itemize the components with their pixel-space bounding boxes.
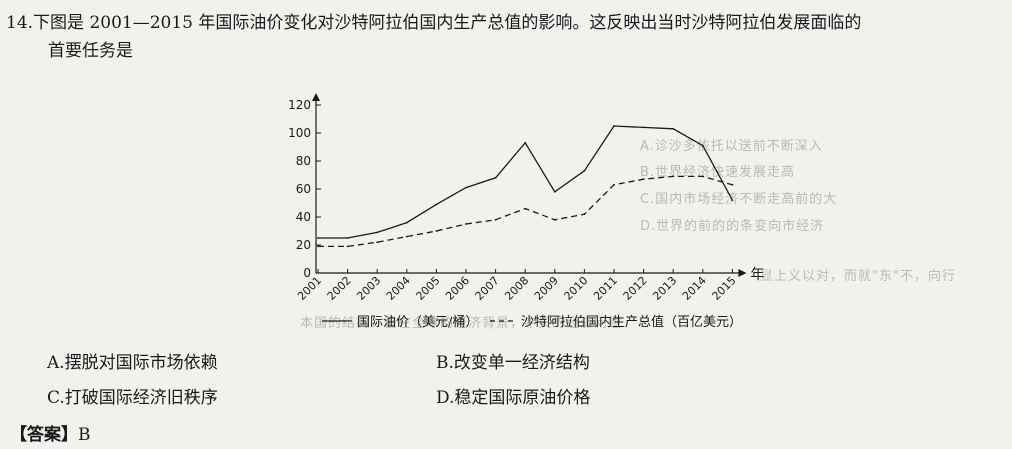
question-line-2: 首要任务是 [48,41,133,61]
data-point [317,245,319,248]
data-point [583,169,586,172]
data-point [376,241,379,244]
option-d[interactable]: D.稳定国际原油价格 [436,388,591,408]
series-line-2 [318,175,733,248]
data-point [346,237,349,239]
x-tick-label: 2001 [295,274,324,303]
x-tick-label: 2010 [562,274,591,303]
x-axis-arrow [738,269,747,277]
option-c[interactable]: C.打破国际经济旧秩序 [47,388,218,408]
x-tick-label: 2014 [680,274,709,303]
data-point [613,183,615,186]
data-point [465,223,467,225]
x-tick-label: 2011 [591,274,620,303]
y-tick-label: 80 [296,154,311,168]
answer-line: 【答案】B [10,420,91,445]
data-point [465,186,467,189]
data-point [701,175,704,178]
data-point [642,126,645,129]
data-point [435,203,438,206]
option-a[interactable]: A.摆脱对国际市场依赖 [47,353,218,373]
data-point [524,141,527,144]
data-point [672,127,675,130]
x-tick-label: 2005 [414,274,443,303]
y-tick-label: 100 [288,126,311,140]
answer-value: B [78,425,91,445]
data-point [553,218,556,221]
question-line-1: 14.下图是 2001—2015 年国际油价变化对沙特阿拉伯国内生产总值的影响。… [6,13,862,33]
x-tick-label: 2013 [650,274,679,303]
data-point [405,221,408,224]
x-tick-label: 2015 [710,274,739,303]
x-tick-label: 2006 [443,274,472,303]
y-tick-label: 60 [296,182,311,196]
data-point [376,231,379,234]
question-stem: 14.下图是 2001—2015 年国际油价变化对沙特阿拉伯国内生产总值的影响。… [6,9,1006,65]
x-tick-label: 2009 [532,274,561,303]
data-point [701,144,704,147]
data-point [642,178,645,181]
answer-tag: 【答案】 [10,425,78,445]
data-point [731,199,734,202]
data-point [317,237,319,239]
data-point [435,230,438,232]
legend-label-2: 沙特阿拉伯国内生产总值（百亿美元） [521,314,742,330]
x-axis-label: 年 [750,267,764,283]
y-tick-label: 40 [296,210,311,224]
data-point [731,183,734,186]
x-tick-label: 2002 [325,274,354,303]
x-tick-label: 2012 [621,274,650,303]
y-axis-arrow [312,93,320,101]
option-b[interactable]: B.改变单一经济结构 [436,353,590,373]
y-tick-label: 20 [296,238,311,252]
x-tick-label: 2003 [354,274,383,303]
data-point [583,213,586,216]
data-point [553,190,556,193]
data-point [494,176,497,179]
data-point [613,125,615,127]
legend-label-1: 国际油价（美元/桶） [357,315,478,330]
x-tick-label: 2008 [502,274,531,303]
x-tick-label: 2004 [384,274,413,303]
y-tick-label: 0 [303,266,311,280]
data-point [346,245,349,248]
data-point [524,207,527,210]
data-point [494,218,497,221]
data-point [672,175,675,178]
y-tick-label: 120 [288,98,311,112]
data-point [405,235,408,238]
x-tick-label: 2007 [473,274,502,303]
